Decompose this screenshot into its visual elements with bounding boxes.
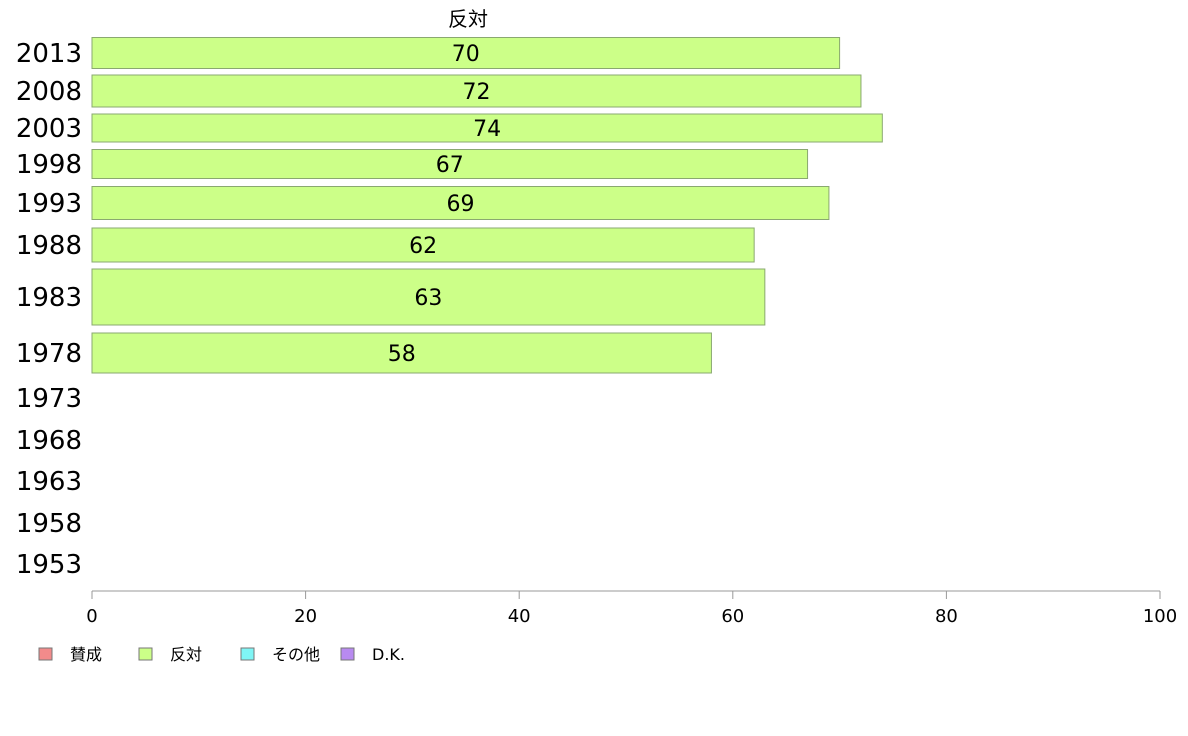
year-label-1983: 1983 (16, 283, 82, 313)
series-title: 反対 (448, 7, 488, 31)
x-tick-label-80: 80 (935, 606, 958, 627)
bars-group: 70 72 74 67 69 62 63 58 (91, 37, 883, 374)
legend-swatch-3 (340, 647, 355, 661)
year-labels-group: 2013 2008 2003 1998 1993 1988 1983 1978 1973 1968… (16, 39, 82, 580)
bar-2013 (91, 37, 841, 69)
x-tick-label-40: 40 (508, 606, 531, 627)
bar-1988 (91, 227, 755, 263)
year-label-1953: 1953 (16, 550, 82, 580)
legend-swatch-1 (138, 647, 153, 661)
year-label-2008: 2008 (16, 77, 82, 107)
year-label-1958: 1958 (16, 509, 82, 539)
bar-1993 (91, 186, 830, 220)
x-tick-label-60: 60 (721, 606, 744, 627)
bar-value-label-1993: 69 (446, 192, 474, 217)
year-label-2013: 2013 (16, 39, 82, 69)
year-label-1973: 1973 (16, 384, 82, 414)
year-label-1968: 1968 (16, 426, 82, 456)
bar-value-label-1978: 58 (388, 342, 416, 367)
legend-label-0: 賛成 (70, 645, 102, 664)
bar-1978 (91, 332, 712, 374)
bar-2003 (91, 113, 883, 143)
bar-value-label-2008: 72 (462, 80, 490, 105)
legend-label-1: 反対 (170, 645, 202, 664)
bar-1983 (91, 268, 766, 326)
x-tick-label-20: 20 (294, 606, 317, 627)
year-label-1998: 1998 (16, 150, 82, 180)
year-label-1993: 1993 (16, 189, 82, 219)
legend: 賛成 反対 その他 D.K. (38, 645, 405, 664)
legend-swatch-2 (240, 647, 255, 661)
x-tick-label-100: 100 (1143, 606, 1177, 627)
legend-label-3: D.K. (372, 645, 405, 664)
bar-value-label-2003: 74 (473, 117, 501, 142)
bar-value-label-2013: 70 (452, 42, 480, 67)
bar-value-label-1983: 63 (414, 286, 442, 311)
bar-value-label-1988: 62 (409, 234, 437, 259)
year-label-1963: 1963 (16, 467, 82, 497)
year-label-2003: 2003 (16, 114, 82, 144)
bar-1998 (91, 149, 809, 179)
x-axis: 0 20 40 60 80 100 (86, 590, 1177, 627)
bar-2008 (91, 74, 862, 108)
bar-value-label-1998: 67 (436, 153, 464, 178)
legend-label-2: その他 (272, 645, 320, 664)
year-label-1988: 1988 (16, 231, 82, 261)
year-label-1978: 1978 (16, 339, 82, 369)
legend-swatch-0 (38, 647, 53, 661)
x-tick-label-0: 0 (86, 606, 97, 627)
